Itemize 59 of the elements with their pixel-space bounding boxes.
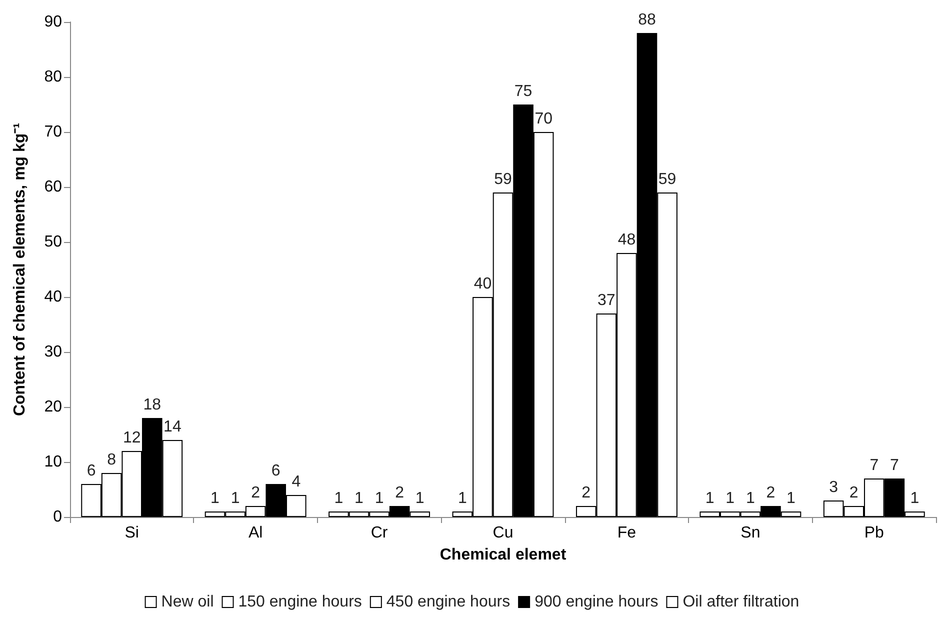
data-label: 75 <box>514 83 532 100</box>
y-tick-label: 0 <box>53 508 62 526</box>
x-tick-label: Sn <box>740 524 760 542</box>
data-label: 2 <box>766 484 776 502</box>
data-label: 88 <box>638 12 656 28</box>
y-axis-title: Content of chemical elements, mg kg⁻¹ <box>12 122 28 416</box>
y-tick-label: 10 <box>44 454 62 470</box>
x-axis-title: Chemical elemet <box>440 546 567 564</box>
y-tick-label: 70 <box>44 124 62 140</box>
data-label: 2 <box>849 484 858 502</box>
x-tick-label: Cr <box>370 524 388 542</box>
data-label: 1 <box>726 490 735 507</box>
y-tick-label: 20 <box>44 398 62 416</box>
legend-label: New oil <box>161 594 214 610</box>
data-label: 2 <box>251 484 260 502</box>
data-label: 40 <box>474 276 492 292</box>
data-label: 1 <box>415 490 424 507</box>
data-label: 14 <box>164 418 182 436</box>
data-label: 59 <box>494 171 512 188</box>
y-tick-label: 80 <box>44 68 62 86</box>
x-tick-label: Fe <box>617 524 636 542</box>
x-tick-label: Si <box>124 524 139 542</box>
y-tick-label: 90 <box>44 14 62 30</box>
data-label: 12 <box>122 430 141 446</box>
data-label: 8 <box>107 452 116 468</box>
data-label: 1 <box>210 490 220 507</box>
y-tick-label: 50 <box>44 234 62 250</box>
data-label: 1 <box>910 490 920 507</box>
data-label: 1 <box>705 490 714 507</box>
data-label: 1 <box>746 490 755 507</box>
data-label: 1 <box>230 490 240 507</box>
y-tick-label: 30 <box>44 344 62 360</box>
data-label: 2 <box>582 484 591 502</box>
data-label: 7 <box>890 457 899 474</box>
data-label: 6 <box>271 462 280 480</box>
data-label: 7 <box>870 457 879 474</box>
data-label: 59 <box>658 171 676 188</box>
legend-label: Oil after filtration <box>682 594 800 610</box>
data-label: 6 <box>86 462 96 480</box>
x-tick-label: Cu <box>492 524 514 542</box>
legend-label: 450 engine hours <box>386 594 510 610</box>
x-tick-label: Pb <box>864 524 884 542</box>
data-label: 48 <box>618 232 636 248</box>
x-tick-label: Al <box>248 524 263 542</box>
data-label: 1 <box>786 490 796 507</box>
data-label: 4 <box>292 474 301 490</box>
y-tick-label: 40 <box>44 288 62 306</box>
legend-label: 900 engine hours <box>534 594 658 610</box>
data-label: 18 <box>143 396 162 414</box>
y-tick-label: 60 <box>44 178 62 196</box>
data-label: 1 <box>374 490 384 507</box>
data-label: 37 <box>598 292 616 309</box>
data-label: 1 <box>458 490 467 507</box>
data-label: 3 <box>829 479 838 496</box>
data-label: 2 <box>395 484 404 502</box>
data-label: 1 <box>354 490 364 507</box>
data-label: 70 <box>534 110 553 128</box>
data-label: 1 <box>334 490 344 507</box>
legend-label: 150 engine hours <box>238 594 362 610</box>
